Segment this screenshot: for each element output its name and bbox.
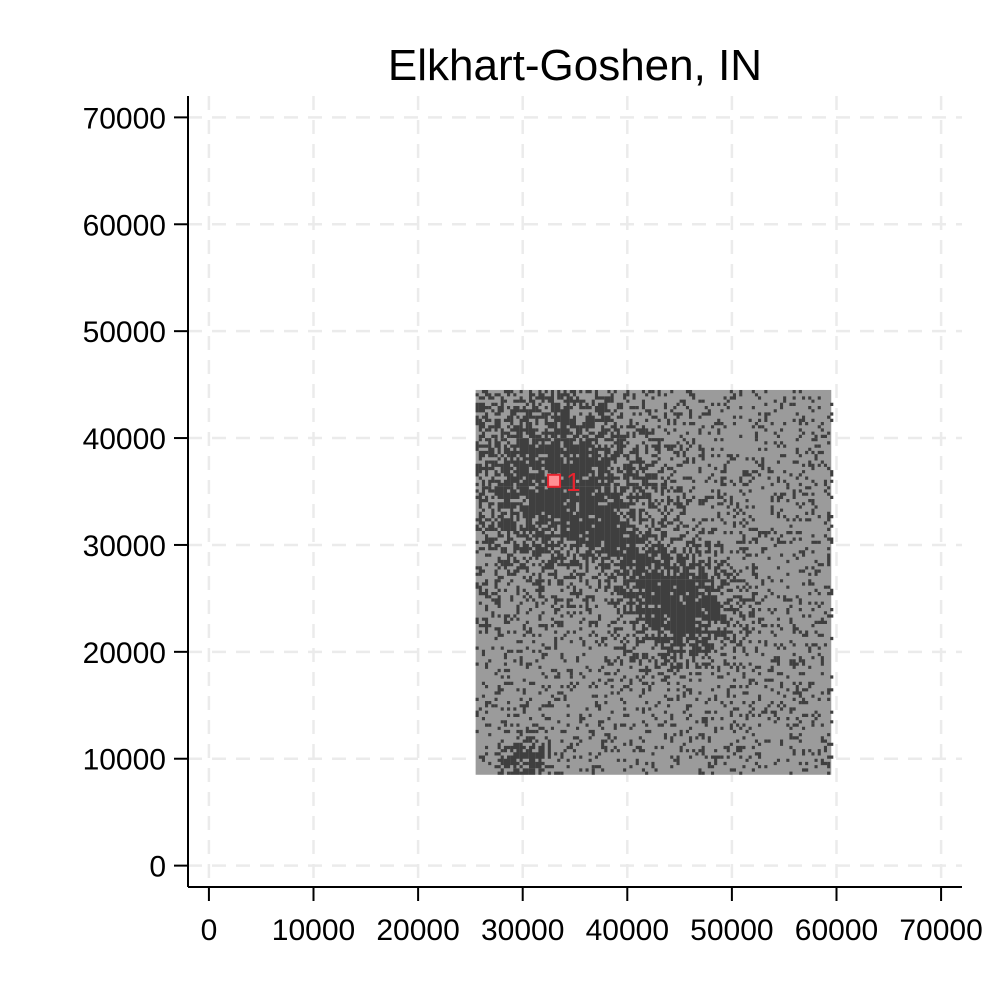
marker-label: 1 [566,467,580,497]
marker-square [547,473,562,488]
axes: 0 10000 20000 30000 40000 50000 60000 70000 0 100… [83,96,983,947]
x-tick-label: 60000 [795,914,878,947]
urban-cells [475,390,834,775]
x-tick-label: 0 [201,914,218,947]
markers: 1 [547,467,581,497]
y-tick-label: 0 [149,851,166,884]
x-tick-label: 70000 [899,914,982,947]
x-tick-label: 20000 [376,914,459,947]
x-tick-label: 40000 [586,914,669,947]
region-raster [475,389,834,775]
y-tick-label: 50000 [83,316,166,349]
y-tick-label: 20000 [83,637,166,670]
x-tick-label: 10000 [272,914,355,947]
x-tick-label: 30000 [481,914,564,947]
x-tick-label: 50000 [690,914,773,947]
y-tick-label: 40000 [83,423,166,456]
y-tick-label: 60000 [83,209,166,242]
chart-title: Elkhart-Goshen, IN [388,41,762,90]
y-tick-label: 70000 [83,102,166,135]
y-tick-label: 10000 [83,744,166,777]
y-tick-label: 30000 [83,530,166,563]
